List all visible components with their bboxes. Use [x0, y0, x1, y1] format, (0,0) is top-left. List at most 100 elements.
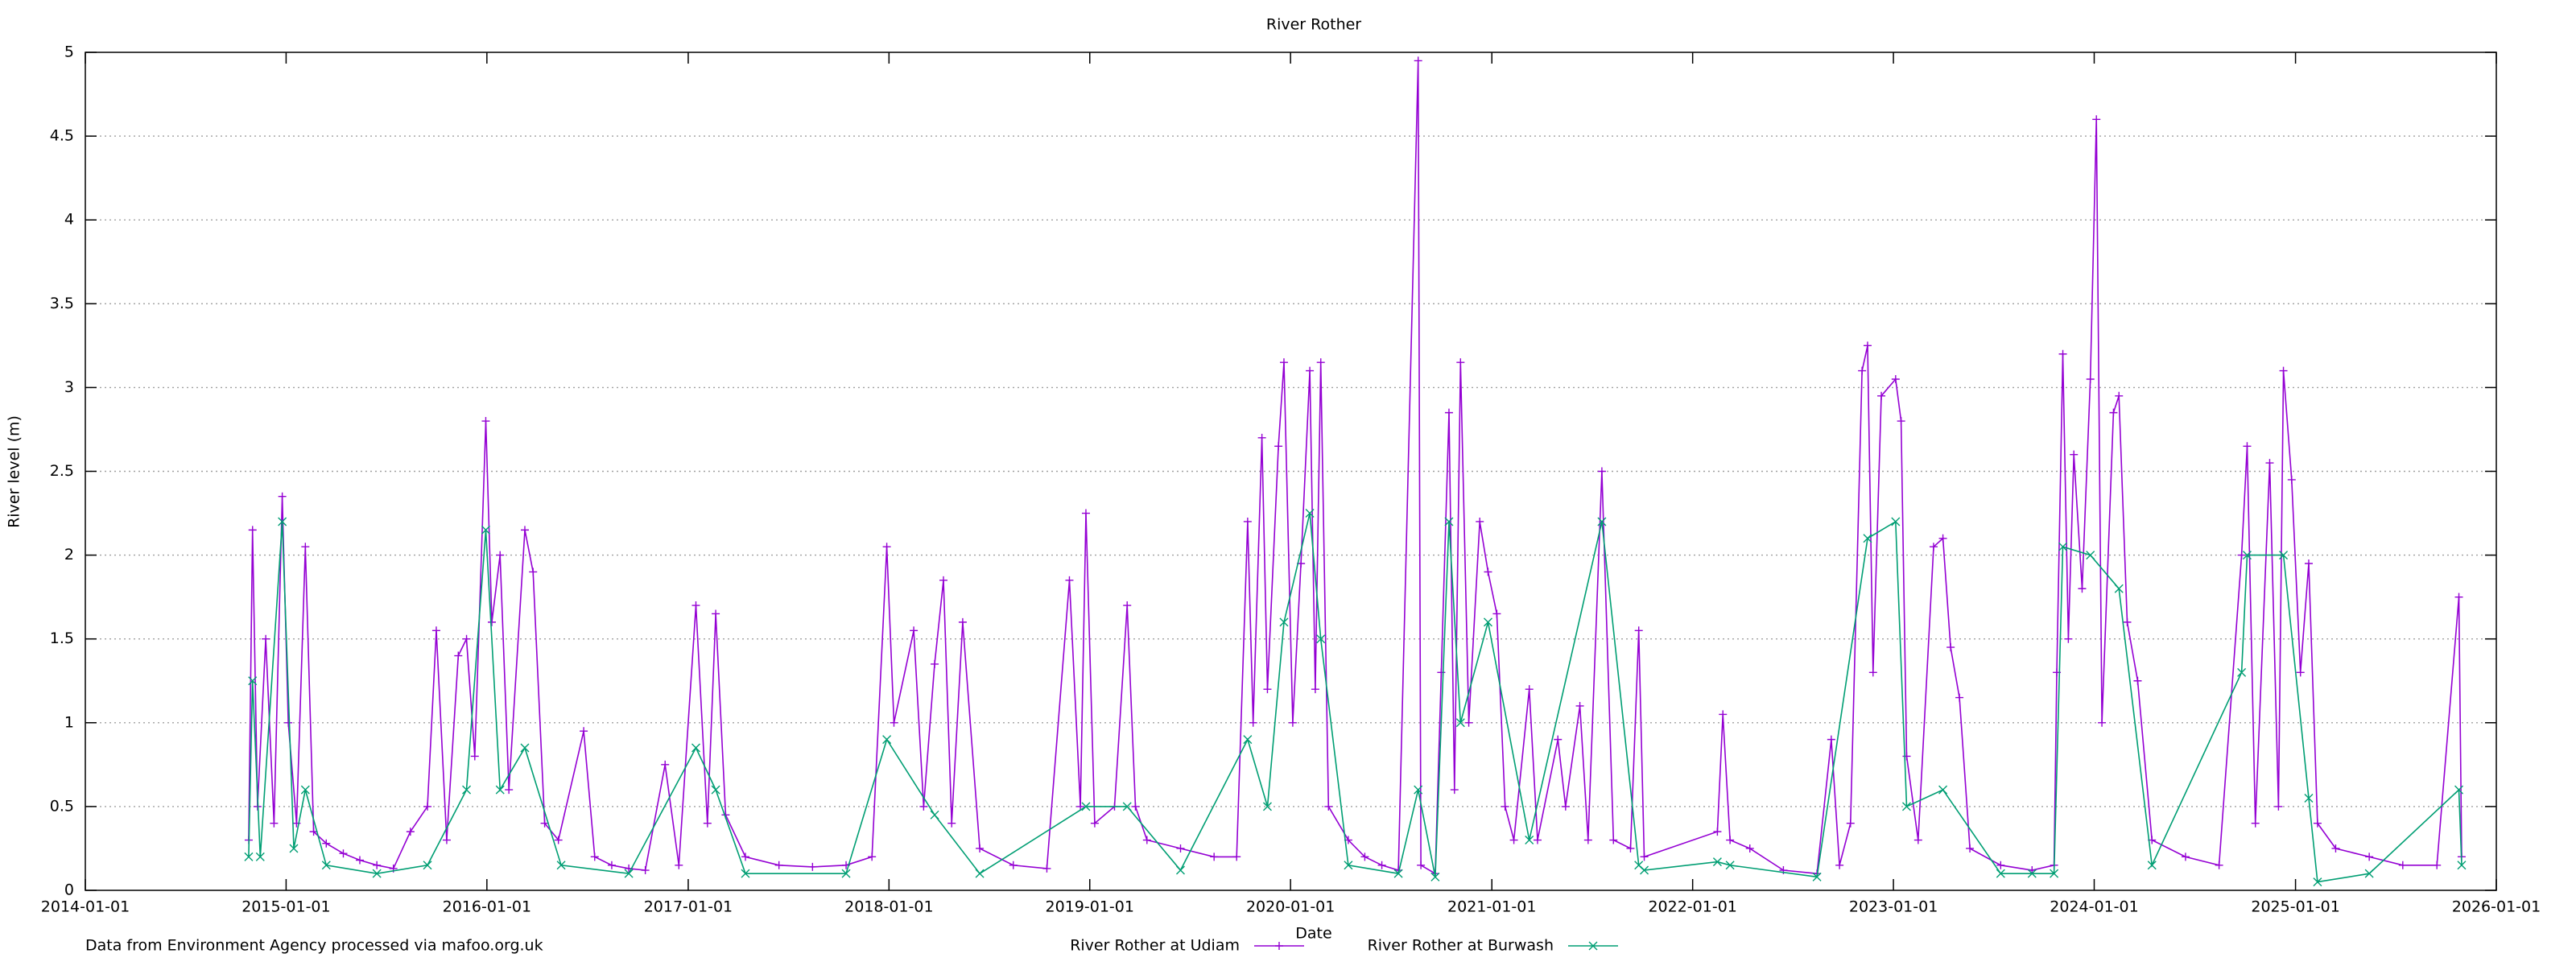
y-tick-label: 3 [64, 378, 74, 396]
data-point [1122, 802, 1132, 811]
y-tick-label: 4.5 [50, 127, 74, 145]
data-point [1929, 543, 1938, 551]
data-point [641, 866, 650, 875]
data-point [808, 862, 817, 871]
data-point [1483, 617, 1492, 627]
data-point [1575, 701, 1584, 710]
data-point [462, 785, 472, 795]
data-point [2274, 802, 2283, 811]
data-point [372, 869, 382, 878]
y-tick-label: 1 [64, 713, 74, 731]
data-point [1484, 568, 1492, 576]
data-point [470, 752, 479, 761]
data-point [1712, 857, 1722, 867]
data-point [339, 849, 348, 858]
data-point [1131, 802, 1140, 811]
data-point [278, 517, 287, 526]
data-point [1533, 836, 1542, 844]
data-point [1891, 517, 1901, 526]
data-point [2251, 819, 2260, 828]
data-point [1996, 861, 2005, 869]
data-point [520, 743, 530, 753]
data-point [1306, 366, 1315, 375]
data-point [939, 576, 947, 584]
x-tick-label: 2019-01-01 [1046, 898, 1134, 916]
data-point [2364, 869, 2374, 878]
data-point [1476, 517, 1484, 526]
data-point [1142, 836, 1151, 844]
data-point [262, 634, 270, 643]
data-point [1597, 517, 1607, 526]
x-tick-label: 2026-01-01 [2452, 898, 2541, 916]
data-point [2058, 349, 2067, 358]
data-point [1455, 718, 1465, 728]
data-point [278, 492, 287, 501]
data-point [607, 861, 616, 869]
data-point [675, 861, 683, 869]
x-tick-label: 2015-01-01 [242, 898, 330, 916]
data-point [1640, 852, 1649, 861]
data-point [1863, 341, 1872, 350]
data-point [2147, 861, 2157, 870]
data-point [2098, 718, 2107, 727]
data-point [1626, 844, 1635, 852]
data-point [1414, 785, 1423, 795]
data-point [2287, 475, 2296, 484]
data-point [1955, 693, 1964, 702]
data-point [1868, 668, 1877, 677]
x-tick-label: 2021-01-01 [1447, 898, 1536, 916]
data-point [1437, 668, 1446, 677]
data-point [2304, 559, 2313, 568]
data-point [1812, 872, 1822, 881]
data-point [481, 525, 490, 535]
data-point [1726, 836, 1735, 844]
data-point [1561, 802, 1570, 811]
x-tick-label: 2017-01-01 [644, 898, 733, 916]
data-point [1938, 785, 1948, 795]
data-point [1913, 836, 1922, 844]
data-point [1081, 802, 1091, 811]
data-point [919, 802, 928, 811]
data-point [1262, 802, 1272, 811]
data-point [270, 819, 279, 828]
data-point [1444, 408, 1453, 417]
data-point [284, 718, 293, 727]
data-point [454, 651, 463, 660]
data-point [540, 819, 549, 828]
data-point [1279, 617, 1289, 627]
data-point [741, 852, 749, 861]
x-tick-label: 2020-01-01 [1246, 898, 1335, 916]
data-point [1274, 442, 1283, 451]
data-point [2070, 450, 2079, 459]
data-point [2123, 617, 2132, 626]
data-point [505, 786, 514, 795]
data-point [1901, 802, 1911, 811]
x-axis-label: Date [1295, 925, 1331, 943]
data-point [1719, 710, 1728, 719]
data-point [2114, 584, 2124, 593]
data-point [355, 856, 364, 865]
data-point [301, 543, 310, 551]
data-point [2331, 844, 2340, 852]
data-point [691, 601, 700, 610]
data-point [1377, 861, 1386, 869]
data-point [1858, 366, 1867, 375]
data-point [2279, 366, 2288, 375]
data-point [2181, 852, 2190, 861]
data-point [1414, 56, 1422, 65]
data-point [2242, 551, 2252, 560]
data-point [1634, 626, 1643, 635]
chart-title: River Rother [1266, 16, 1361, 34]
data-point [931, 659, 939, 668]
data-point [2243, 442, 2252, 451]
data-point [1450, 786, 1459, 795]
data-point [1176, 844, 1185, 852]
data-point [868, 852, 877, 861]
data-point [2078, 584, 2087, 593]
data-point [2058, 542, 2068, 551]
data-point [661, 760, 670, 769]
y-tick-label: 4 [64, 211, 74, 229]
data-point [2433, 861, 2442, 869]
